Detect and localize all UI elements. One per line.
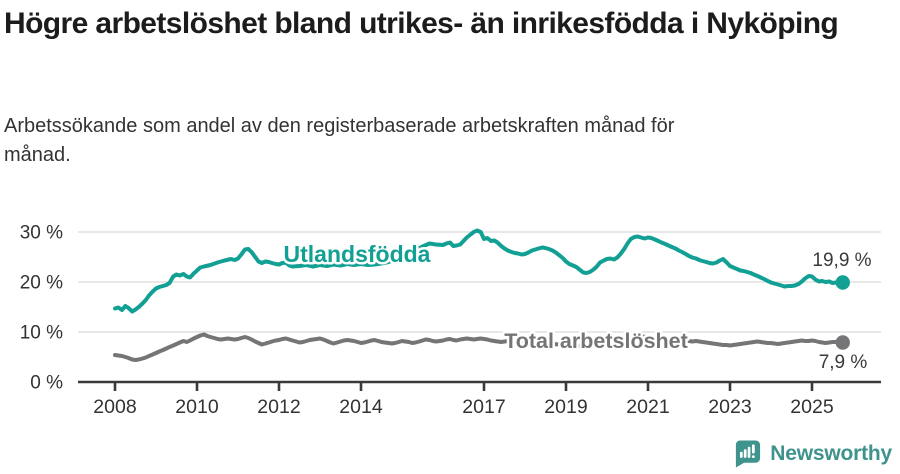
total-arbetsloshet-end-value-label: 7,9 % — [819, 352, 868, 373]
y-tick-label: 30 % — [20, 223, 63, 244]
exclamation-bar — [752, 444, 756, 454]
x-tick-label: 2019 — [544, 396, 587, 418]
exclamation-dot — [752, 455, 756, 458]
newsworthy-logo-icon — [736, 440, 761, 468]
x-tick-label: 2023 — [708, 396, 751, 418]
bar-small — [740, 451, 743, 458]
x-tick-label: 2021 — [626, 396, 669, 418]
utlandsfodda-end-dot — [835, 275, 850, 290]
x-tick-label: 2012 — [257, 396, 300, 418]
page-title: Högre arbetslöshet bland utrikes- än inr… — [4, 7, 839, 40]
utlandsfodda-line — [113, 228, 845, 314]
bar-medium — [744, 449, 747, 458]
y-tick-label: 0 % — [30, 373, 63, 394]
page-subtitle: Arbetssökande som andel av den registerb… — [4, 115, 675, 166]
brand-footer: Newsworthy — [733, 439, 892, 469]
x-tick-label: 2017 — [462, 396, 505, 418]
utlandsfodda-label: Utlandsfödda — [284, 241, 431, 267]
total-arbetsloshet-label: Total arbetslöshet — [504, 329, 688, 353]
chart: 0 % 10 % 20 % 30 % 2008 2010 2012 2014 2017 2019 2… — [20, 223, 881, 418]
bar-large — [747, 446, 751, 458]
x-tick-label: 2025 — [790, 396, 834, 418]
x-tick-label: 2008 — [93, 396, 136, 418]
y-tick-label: 20 % — [20, 273, 63, 294]
total-arbetsloshet-end-dot — [835, 335, 850, 350]
brand-name: Newsworthy — [770, 442, 892, 465]
y-tick-label: 10 % — [20, 323, 63, 344]
x-tick-label: 2010 — [175, 396, 219, 418]
x-tick-label: 2014 — [339, 396, 383, 418]
total-arbetsloshet-line — [113, 332, 845, 362]
utlandsfodda-end-value-label: 19,9 % — [812, 250, 871, 271]
